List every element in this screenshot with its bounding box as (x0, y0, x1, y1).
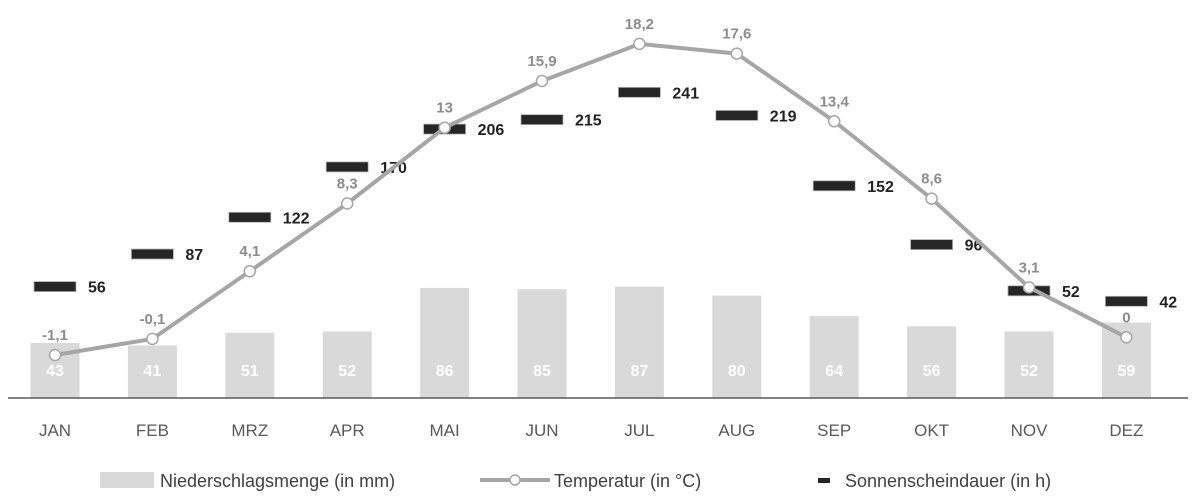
legend-swatch-precipitation (100, 472, 154, 488)
temperature-value-label: 8,6 (921, 171, 942, 188)
temperature-value-label: 17,6 (722, 26, 751, 43)
sunshine-marker (1105, 295, 1148, 307)
sunshine-value-label: 42 (1159, 294, 1177, 311)
sunshine-marker (130, 248, 174, 260)
precipitation-value-label: 51 (241, 363, 259, 380)
temperature-series-line (54, 41, 1128, 358)
x-tick-label: APR (330, 421, 365, 440)
temperature-point (535, 74, 549, 88)
temperature-value-label: 15,9 (527, 53, 556, 70)
precipitation-bar (420, 287, 470, 398)
temperature-value-label: 13 (436, 100, 453, 117)
temperature-value-label: -0,1 (139, 311, 165, 328)
sunshine-value-label: 206 (478, 122, 505, 139)
sunshine-marker (715, 110, 759, 121)
precipitation-bar (809, 316, 859, 398)
sunshine-value-label: 152 (867, 179, 894, 196)
temperature-value-label: 4,1 (239, 243, 260, 260)
temperature-point (243, 264, 257, 278)
x-tick-label: NOV (1011, 421, 1049, 440)
legend-swatch-sunshine (818, 478, 830, 483)
sunshine-value-label: 87 (185, 247, 203, 264)
precipitation-bar (225, 332, 275, 398)
precipitation-bars: 43 41 51 52 86 85 87 80 64 56 52 59 (30, 286, 1151, 398)
precipitation-value-label: 80 (728, 363, 746, 380)
temperature-point (1022, 281, 1036, 294)
x-tick-label: MAI (429, 421, 459, 440)
sunshine-marker (812, 180, 856, 192)
sunshine-marker (520, 114, 564, 126)
temperature-value-label: 18,2 (625, 16, 654, 33)
x-tick-label: DEZ (1109, 421, 1143, 440)
legend: Niederschlagsmenge (in mm) Temperatur (i… (100, 471, 1051, 491)
precipitation-bar (127, 345, 177, 398)
temperature-point (827, 115, 841, 128)
temperature-point (438, 121, 451, 134)
temperature-point (1120, 331, 1133, 344)
x-tick-label: JAN (39, 421, 71, 440)
precipitation-value-label: 87 (631, 363, 649, 380)
precipitation-value-label: 52 (338, 363, 356, 380)
precipitation-bar (907, 326, 957, 398)
temperature-value-label: 13,4 (820, 93, 850, 110)
x-tick-label: OKT (914, 421, 949, 440)
legend-label-temperature: Temperatur (in °C) (554, 471, 701, 491)
legend-swatch-temperature-dot (509, 474, 521, 486)
precipitation-value-label: 52 (1020, 363, 1038, 380)
sunshine-value-label: 122 (283, 210, 310, 227)
precipitation-bar (322, 331, 372, 398)
sunshine-value-label: 215 (575, 113, 602, 130)
precipitation-value-label: 56 (923, 363, 941, 380)
sunshine-marker (910, 239, 953, 251)
sunshine-value-label: 52 (1062, 284, 1080, 301)
temperature-point (633, 37, 646, 51)
sunshine-marker (618, 86, 661, 98)
x-tick-label: JUL (624, 421, 654, 440)
sunshine-marker (325, 161, 369, 173)
x-tick-label: MRZ (231, 421, 268, 440)
temperature-value-label: 3,1 (1019, 259, 1040, 276)
precipitation-value-label: 85 (533, 363, 551, 380)
temperature-value-label: 8,3 (337, 176, 358, 193)
legend-label-sunshine: Sonnenscheindauer (in h) (845, 471, 1051, 491)
sunshine-marker (33, 281, 77, 293)
precipitation-bar (1004, 331, 1054, 398)
precipitation-value-label: 43 (46, 363, 64, 380)
temperature-point (340, 197, 354, 210)
precipitation-bar (517, 289, 567, 398)
precipitation-bar (712, 295, 762, 398)
sunshine-value-label: 56 (88, 280, 106, 297)
temperature-line: -1,1 -0,1 4,1 8,3 13 15,9 18,2 17,6 13,4 8,6 3,1 0 (42, 16, 1133, 362)
sunshine-value-label: 219 (770, 108, 797, 125)
temperature-point (730, 47, 744, 60)
precipitation-value-label: 64 (825, 363, 843, 380)
temperature-value-label: -1,1 (42, 327, 68, 344)
sunshine-marker (228, 211, 272, 223)
temperature-value-label: 0 (1122, 309, 1130, 326)
x-tick-label: JUN (525, 421, 558, 440)
temperature-point (146, 332, 159, 346)
x-tick-label: SEP (817, 421, 851, 440)
legend-label-precipitation: Niederschlagsmenge (in mm) (160, 471, 395, 491)
temperature-point (925, 192, 938, 205)
precipitation-value-label: 59 (1118, 363, 1136, 380)
x-tick-label: FEB (136, 421, 169, 440)
precipitation-bar (614, 286, 664, 398)
x-axis-ticks: JAN FEB MRZ APR MAI JUN JUL AUG SEP OKT NOV DEZ (39, 421, 1143, 440)
precipitation-value-label: 86 (436, 363, 454, 380)
precipitation-value-label: 41 (144, 363, 162, 380)
temperature-point (48, 348, 62, 362)
x-tick-label: AUG (718, 421, 755, 440)
sunshine-value-label: 241 (672, 85, 699, 102)
